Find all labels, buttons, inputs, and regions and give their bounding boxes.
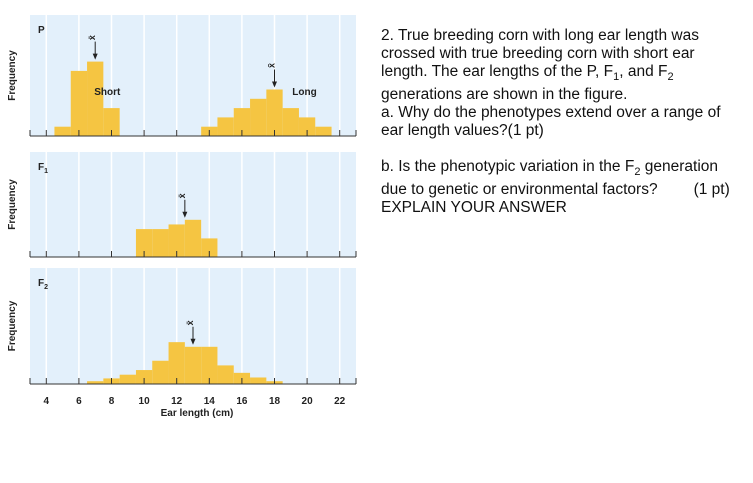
- histogram-bar: [135, 370, 153, 384]
- panel-2: x̄ F1 Frequency: [7, 152, 357, 258]
- histogram-bar: [119, 374, 136, 384]
- histogram-bar: [152, 229, 169, 257]
- y-axis-label: Frequency: [7, 179, 18, 230]
- histogram-bar: [87, 381, 104, 384]
- x-tick-label: 14: [204, 396, 216, 407]
- mean-symbol: x̄: [177, 193, 187, 198]
- mean-symbol: x̄: [87, 35, 97, 40]
- explain-instruction: EXPLAIN YOUR ANSWER: [381, 199, 567, 217]
- question-text: 2. True breeding corn with long ear leng…: [381, 27, 743, 217]
- histogram-bar: [70, 70, 88, 136]
- histogram-bar: [168, 342, 185, 384]
- histogram-bar: [282, 108, 299, 136]
- question-intro: 2. True breeding corn with long ear leng…: [381, 27, 699, 104]
- histogram-bar: [250, 98, 267, 136]
- question-part-a: a. Why do the phenotypes extend over a r…: [381, 104, 721, 140]
- histogram-bar: [54, 126, 71, 136]
- y-axis-label: Frequency: [7, 50, 18, 101]
- x-tick-label: 12: [171, 396, 183, 407]
- y-axis-label: Frequency: [7, 300, 18, 351]
- histogram-bar: [87, 61, 104, 136]
- histogram-bar: [315, 126, 332, 136]
- histogram-bar: [217, 365, 234, 384]
- series-label-short: Short: [94, 87, 121, 98]
- mean-symbol: x̄: [267, 63, 277, 68]
- histogram-bar: [217, 117, 234, 136]
- histogram-bar: [233, 108, 251, 136]
- histogram-bar: [103, 108, 120, 136]
- x-tick-label: 16: [236, 396, 248, 407]
- histogram-bar: [250, 377, 267, 384]
- x-tick-label: 6: [76, 396, 82, 407]
- histogram-bar: [201, 346, 218, 384]
- mean-arrow-head: [182, 211, 188, 218]
- mean-arrow-head: [190, 338, 196, 345]
- part-b-points: (1 pt): [693, 181, 730, 199]
- panel-label: F1: [38, 162, 48, 175]
- histogram-bar: [298, 117, 316, 136]
- panels-layer: x̄ Short x̄ Long P Frequency x̄ F1 Frequency x̄ F2…: [7, 15, 357, 385]
- question-part-b: b. Is the phenotypic variation in the F2…: [381, 158, 730, 199]
- panel-label: P: [38, 25, 45, 36]
- x-tick-label: 10: [139, 396, 151, 407]
- panel-label: F2: [38, 278, 48, 291]
- histogram-bar: [168, 224, 185, 257]
- histogram-bar: [184, 219, 202, 257]
- x-tick-label: 20: [302, 396, 314, 407]
- histogram-figure: x̄ Short x̄ Long P Frequency x̄ F1 Frequency x̄ F2…: [7, 15, 357, 419]
- mean-arrow-head: [92, 53, 98, 60]
- x-axis: 4 6 8 10 12 14 16 18 20 22 Ear length (cm): [44, 396, 346, 419]
- histogram-bar: [201, 238, 218, 257]
- panel-1: x̄ Short x̄ Long P Frequency: [7, 15, 357, 137]
- histogram-bar: [135, 229, 153, 257]
- x-tick-label: 4: [44, 396, 50, 407]
- mean-symbol: x̄: [185, 320, 195, 325]
- x-axis-label: Ear length (cm): [161, 408, 234, 419]
- x-tick-label: 8: [109, 396, 115, 407]
- histogram-bar: [184, 346, 202, 384]
- x-tick-label: 22: [334, 396, 346, 407]
- series-label-long: Long: [292, 87, 316, 98]
- x-tick-label: 18: [269, 396, 281, 407]
- histogram-bar: [266, 89, 283, 136]
- histogram-bar: [152, 360, 169, 384]
- mean-arrow-head: [272, 81, 277, 88]
- panel-3: x̄ F2 Frequency: [7, 268, 357, 385]
